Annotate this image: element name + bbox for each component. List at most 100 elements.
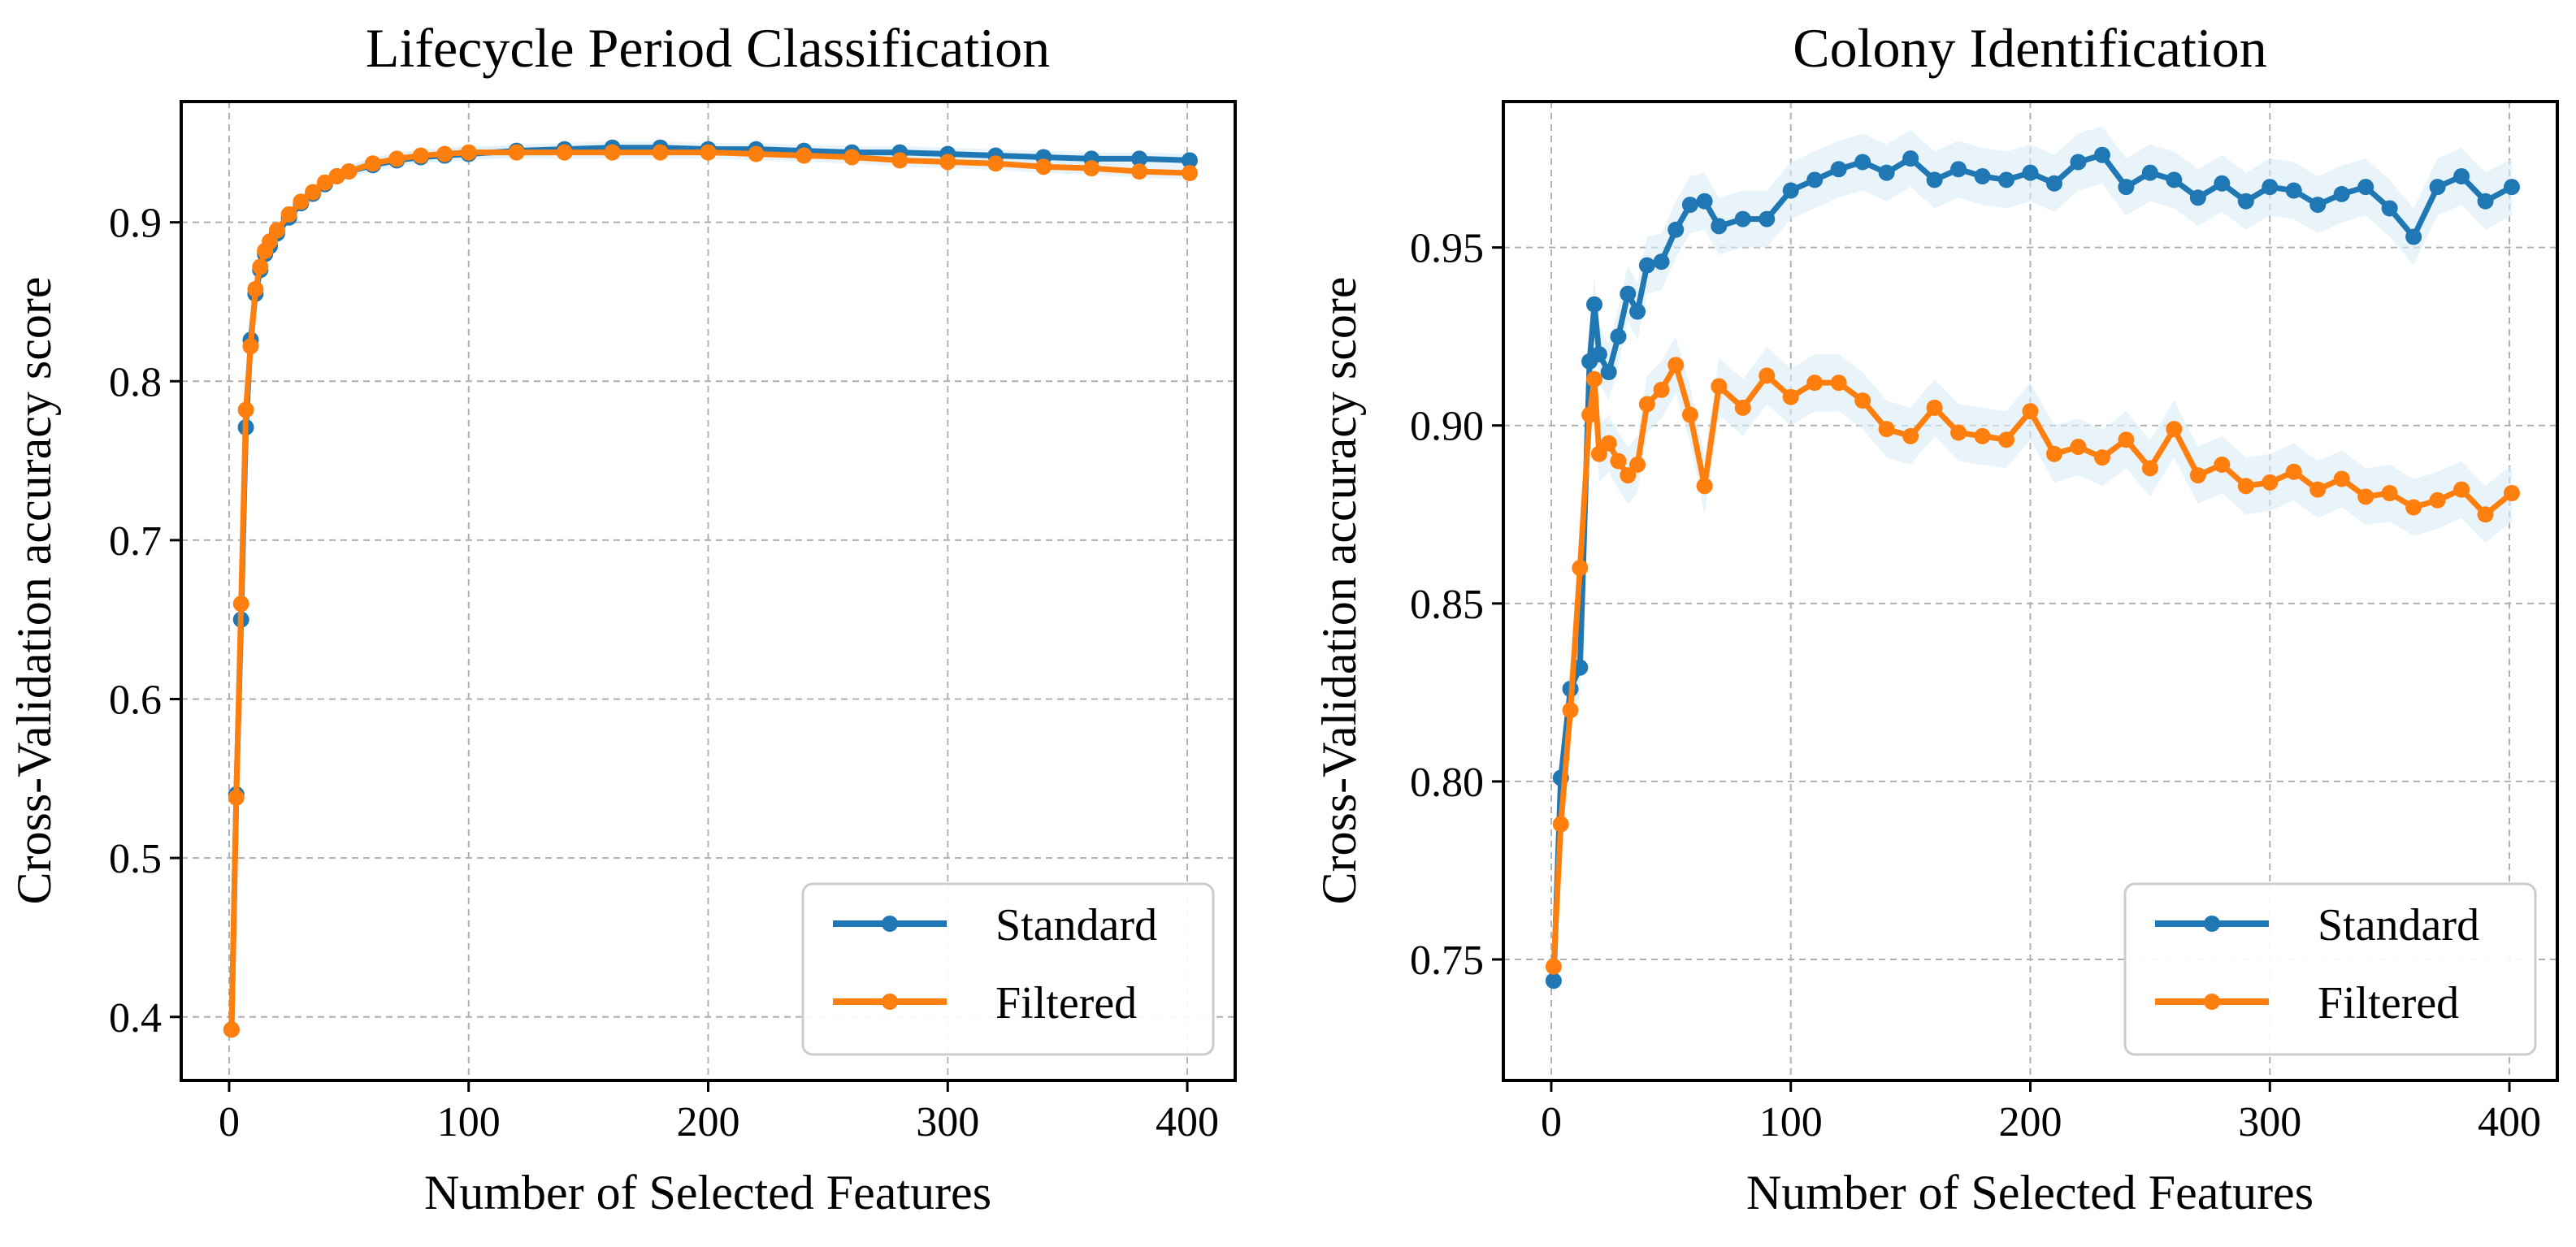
- data-point: [1854, 392, 1871, 409]
- data-point: [293, 193, 310, 210]
- data-point: [1552, 816, 1569, 833]
- y-tick-label: 0.9: [109, 201, 162, 247]
- data-point: [1035, 158, 1052, 175]
- data-point: [1926, 171, 1943, 188]
- chart-title: Lifecycle Period Classification: [366, 17, 1050, 79]
- data-point: [2503, 485, 2520, 501]
- data-point: [1681, 406, 1698, 423]
- legend-label-standard: Standard: [2318, 900, 2479, 950]
- data-point: [796, 147, 813, 164]
- x-tick-label: 0: [219, 1099, 240, 1145]
- x-tick-label: 400: [2478, 1099, 2541, 1145]
- series-filtered: [1545, 357, 2520, 975]
- x-tick-label: 100: [1759, 1099, 1823, 1145]
- data-point: [2453, 168, 2470, 185]
- data-point: [2166, 171, 2183, 188]
- data-point: [2022, 164, 2039, 181]
- x-tick-label: 200: [1999, 1099, 2062, 1145]
- y-tick-label: 0.95: [1410, 226, 1484, 272]
- data-point: [252, 258, 269, 275]
- data-point: [2429, 179, 2446, 196]
- data-point: [1610, 328, 1627, 345]
- data-point: [1600, 435, 1617, 452]
- y-tick-label: 0.80: [1410, 760, 1484, 806]
- data-point: [1806, 375, 1824, 392]
- data-point: [2118, 179, 2135, 196]
- data-point: [700, 144, 717, 161]
- variance-band-standard: [1553, 126, 2512, 1010]
- data-point: [223, 1021, 240, 1038]
- data-point: [2477, 506, 2494, 523]
- data-point: [1998, 171, 2015, 188]
- data-point: [2333, 470, 2350, 487]
- data-point: [1667, 357, 1685, 374]
- data-point: [2381, 485, 2398, 501]
- legend-label-standard: Standard: [995, 900, 1157, 950]
- data-point: [2141, 460, 2158, 477]
- legend: Standard Filtered: [801, 882, 1215, 1056]
- y-axis-label: Cross-Validation accuracy score: [7, 276, 61, 904]
- variance-band-filtered: [1553, 336, 2512, 995]
- data-point: [2357, 179, 2374, 196]
- data-point: [1667, 221, 1685, 238]
- data-point: [1830, 161, 1847, 178]
- data-point: [1734, 399, 1751, 416]
- legend-label-filtered: Filtered: [995, 978, 1137, 1028]
- grid-group: [181, 102, 1235, 1080]
- data-point: [508, 144, 525, 161]
- data-point: [2070, 154, 2087, 171]
- y-tick-label: 0.5: [109, 836, 162, 882]
- data-point: [2045, 445, 2062, 462]
- data-point: [987, 155, 1004, 172]
- data-point: [1950, 424, 1967, 441]
- data-point: [1681, 197, 1698, 214]
- data-point: [2237, 478, 2254, 495]
- data-point: [2357, 488, 2374, 505]
- data-point: [2093, 146, 2110, 163]
- data-point: [237, 401, 254, 418]
- data-point: [1586, 296, 1603, 313]
- y-tick-label: 0.85: [1410, 582, 1484, 628]
- data-point: [364, 155, 381, 172]
- data-point: [1620, 285, 1637, 302]
- data-point: [2285, 182, 2302, 199]
- chart-colony: Colony Identification Cross-Validation a…: [1312, 17, 2559, 1219]
- data-point: [2477, 193, 2494, 210]
- data-point: [1902, 427, 1919, 444]
- data-point: [1581, 406, 1598, 423]
- data-point: [436, 145, 453, 162]
- chart-title: Colony Identification: [1793, 17, 2267, 79]
- data-point: [1181, 152, 1198, 169]
- data-point: [268, 222, 285, 239]
- plot-frame: [1502, 100, 2559, 1082]
- series-group: [223, 139, 1198, 1038]
- data-point: [1545, 972, 1562, 989]
- data-point: [1998, 431, 2015, 448]
- data-point: [1131, 163, 1148, 180]
- data-point: [1586, 370, 1603, 388]
- data-point: [1696, 478, 1713, 495]
- y-tick-label: 0.7: [109, 518, 162, 565]
- data-point: [1711, 218, 1728, 235]
- y-tick-label: 0.6: [109, 678, 162, 724]
- x-tick-label: 200: [677, 1099, 740, 1145]
- y-tick-label: 0.4: [109, 995, 162, 1041]
- data-point: [2093, 449, 2110, 466]
- data-point: [1600, 364, 1617, 381]
- plot-frame: [180, 100, 1237, 1082]
- data-point: [939, 154, 956, 171]
- data-point: [280, 206, 297, 223]
- data-point: [1782, 388, 1799, 405]
- data-point: [2405, 228, 2422, 245]
- data-point: [2237, 193, 2254, 210]
- data-point: [1629, 456, 1646, 473]
- x-tick-label: 400: [1156, 1099, 1219, 1145]
- data-point: [2333, 185, 2350, 202]
- data-point: [1974, 168, 1991, 185]
- data-point: [556, 144, 573, 161]
- data-point: [316, 174, 333, 191]
- data-point: [1638, 396, 1655, 413]
- data-point: [2189, 467, 2206, 484]
- data-point: [748, 145, 765, 162]
- x-tick-label: 300: [916, 1099, 979, 1145]
